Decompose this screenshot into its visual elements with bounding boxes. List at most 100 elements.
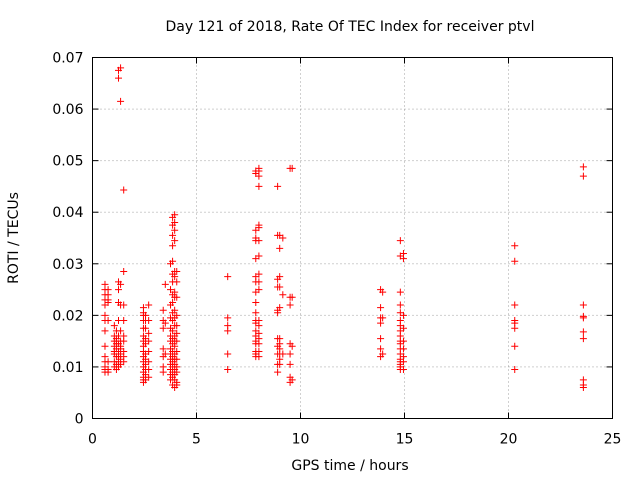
data-point — [274, 368, 282, 376]
chart-title: Day 121 of 2018, Rate Of TEC Index for r… — [166, 19, 535, 35]
data-point — [171, 237, 179, 245]
data-point — [579, 314, 587, 322]
data-point — [173, 347, 181, 355]
data-point — [279, 234, 287, 242]
data-point — [145, 358, 153, 366]
data-point — [173, 293, 181, 301]
data-point — [511, 301, 519, 309]
data-point — [117, 97, 125, 105]
data-point — [145, 347, 153, 355]
data-point — [286, 360, 294, 368]
data-point — [120, 317, 128, 325]
data-point — [173, 268, 181, 276]
data-point — [255, 286, 263, 294]
data-point — [511, 366, 519, 374]
data-point — [274, 309, 282, 317]
data-point — [115, 74, 122, 82]
data-point — [288, 164, 296, 172]
data-point — [399, 358, 407, 366]
data-point — [288, 376, 296, 384]
y-tick-label: 0 — [75, 412, 84, 428]
y-tick-label: 0.01 — [52, 360, 83, 376]
x-tick-label: 20 — [500, 432, 518, 448]
data-point — [145, 373, 153, 381]
y-tick-label: 0.05 — [52, 154, 83, 170]
data-point — [255, 278, 263, 286]
data-point — [511, 257, 519, 265]
data-point — [377, 304, 385, 312]
data-point — [396, 288, 404, 296]
axis-ticks: 0 0.01 0.02 0.03 0.04 0.05 0.06 0.07 0 5 10 15 20 25 — [52, 51, 621, 448]
data-point — [104, 368, 112, 376]
data-point — [167, 286, 174, 294]
data-point — [173, 311, 181, 319]
data-point — [117, 64, 125, 72]
data-point — [255, 172, 263, 180]
data-point — [579, 328, 587, 336]
data-point — [255, 322, 263, 330]
data-point — [396, 301, 404, 309]
data-point — [110, 322, 118, 330]
data-point — [224, 327, 232, 335]
data-point — [159, 306, 167, 314]
data-point — [171, 273, 179, 281]
data-point — [120, 301, 128, 309]
data-points — [101, 64, 587, 392]
data-point — [579, 335, 587, 343]
data-point — [399, 311, 407, 319]
data-point — [171, 306, 179, 314]
y-tick-label: 0.04 — [52, 205, 83, 221]
data-point — [145, 301, 153, 309]
data-point — [286, 301, 294, 309]
x-tick-label: 10 — [292, 432, 310, 448]
data-point — [169, 257, 177, 265]
data-point — [399, 255, 407, 263]
data-point — [101, 342, 109, 350]
data-point — [255, 353, 263, 361]
data-point — [145, 329, 153, 337]
data-point — [579, 163, 587, 171]
data-point — [286, 350, 294, 358]
data-point — [276, 360, 284, 368]
x-axis-label: GPS time / hours — [291, 458, 408, 474]
data-point — [579, 172, 587, 180]
data-point — [120, 186, 128, 194]
y-tick-label: 0.07 — [52, 51, 83, 67]
data-point — [379, 288, 387, 296]
data-point — [173, 355, 181, 363]
data-point — [579, 301, 587, 309]
data-point — [104, 317, 112, 325]
data-point — [120, 268, 128, 276]
data-point — [377, 335, 385, 343]
data-point — [379, 314, 387, 322]
data-point — [171, 342, 179, 350]
data-point — [224, 350, 232, 358]
data-point — [120, 337, 128, 345]
data-point — [279, 350, 287, 358]
data-point — [377, 319, 385, 327]
data-point — [379, 350, 387, 358]
y-axis-label: ROTI / TECUs — [6, 192, 22, 284]
x-tick-label: 15 — [396, 432, 414, 448]
data-point — [255, 252, 263, 260]
data-point — [159, 345, 167, 353]
data-point — [173, 329, 181, 337]
data-point — [288, 342, 296, 350]
data-point — [169, 242, 177, 250]
data-point — [115, 286, 122, 294]
data-point — [255, 270, 263, 278]
data-point — [276, 283, 284, 291]
data-point — [142, 324, 150, 332]
data-point — [399, 337, 407, 345]
x-tick-label: 0 — [88, 432, 97, 448]
data-point — [255, 237, 263, 245]
data-point — [161, 280, 169, 288]
data-point — [145, 317, 153, 325]
data-point — [274, 182, 282, 190]
y-tick-label: 0.06 — [52, 102, 83, 118]
data-point — [159, 324, 167, 332]
data-point — [399, 366, 407, 374]
x-tick-label: 5 — [192, 432, 201, 448]
data-point — [173, 322, 181, 330]
